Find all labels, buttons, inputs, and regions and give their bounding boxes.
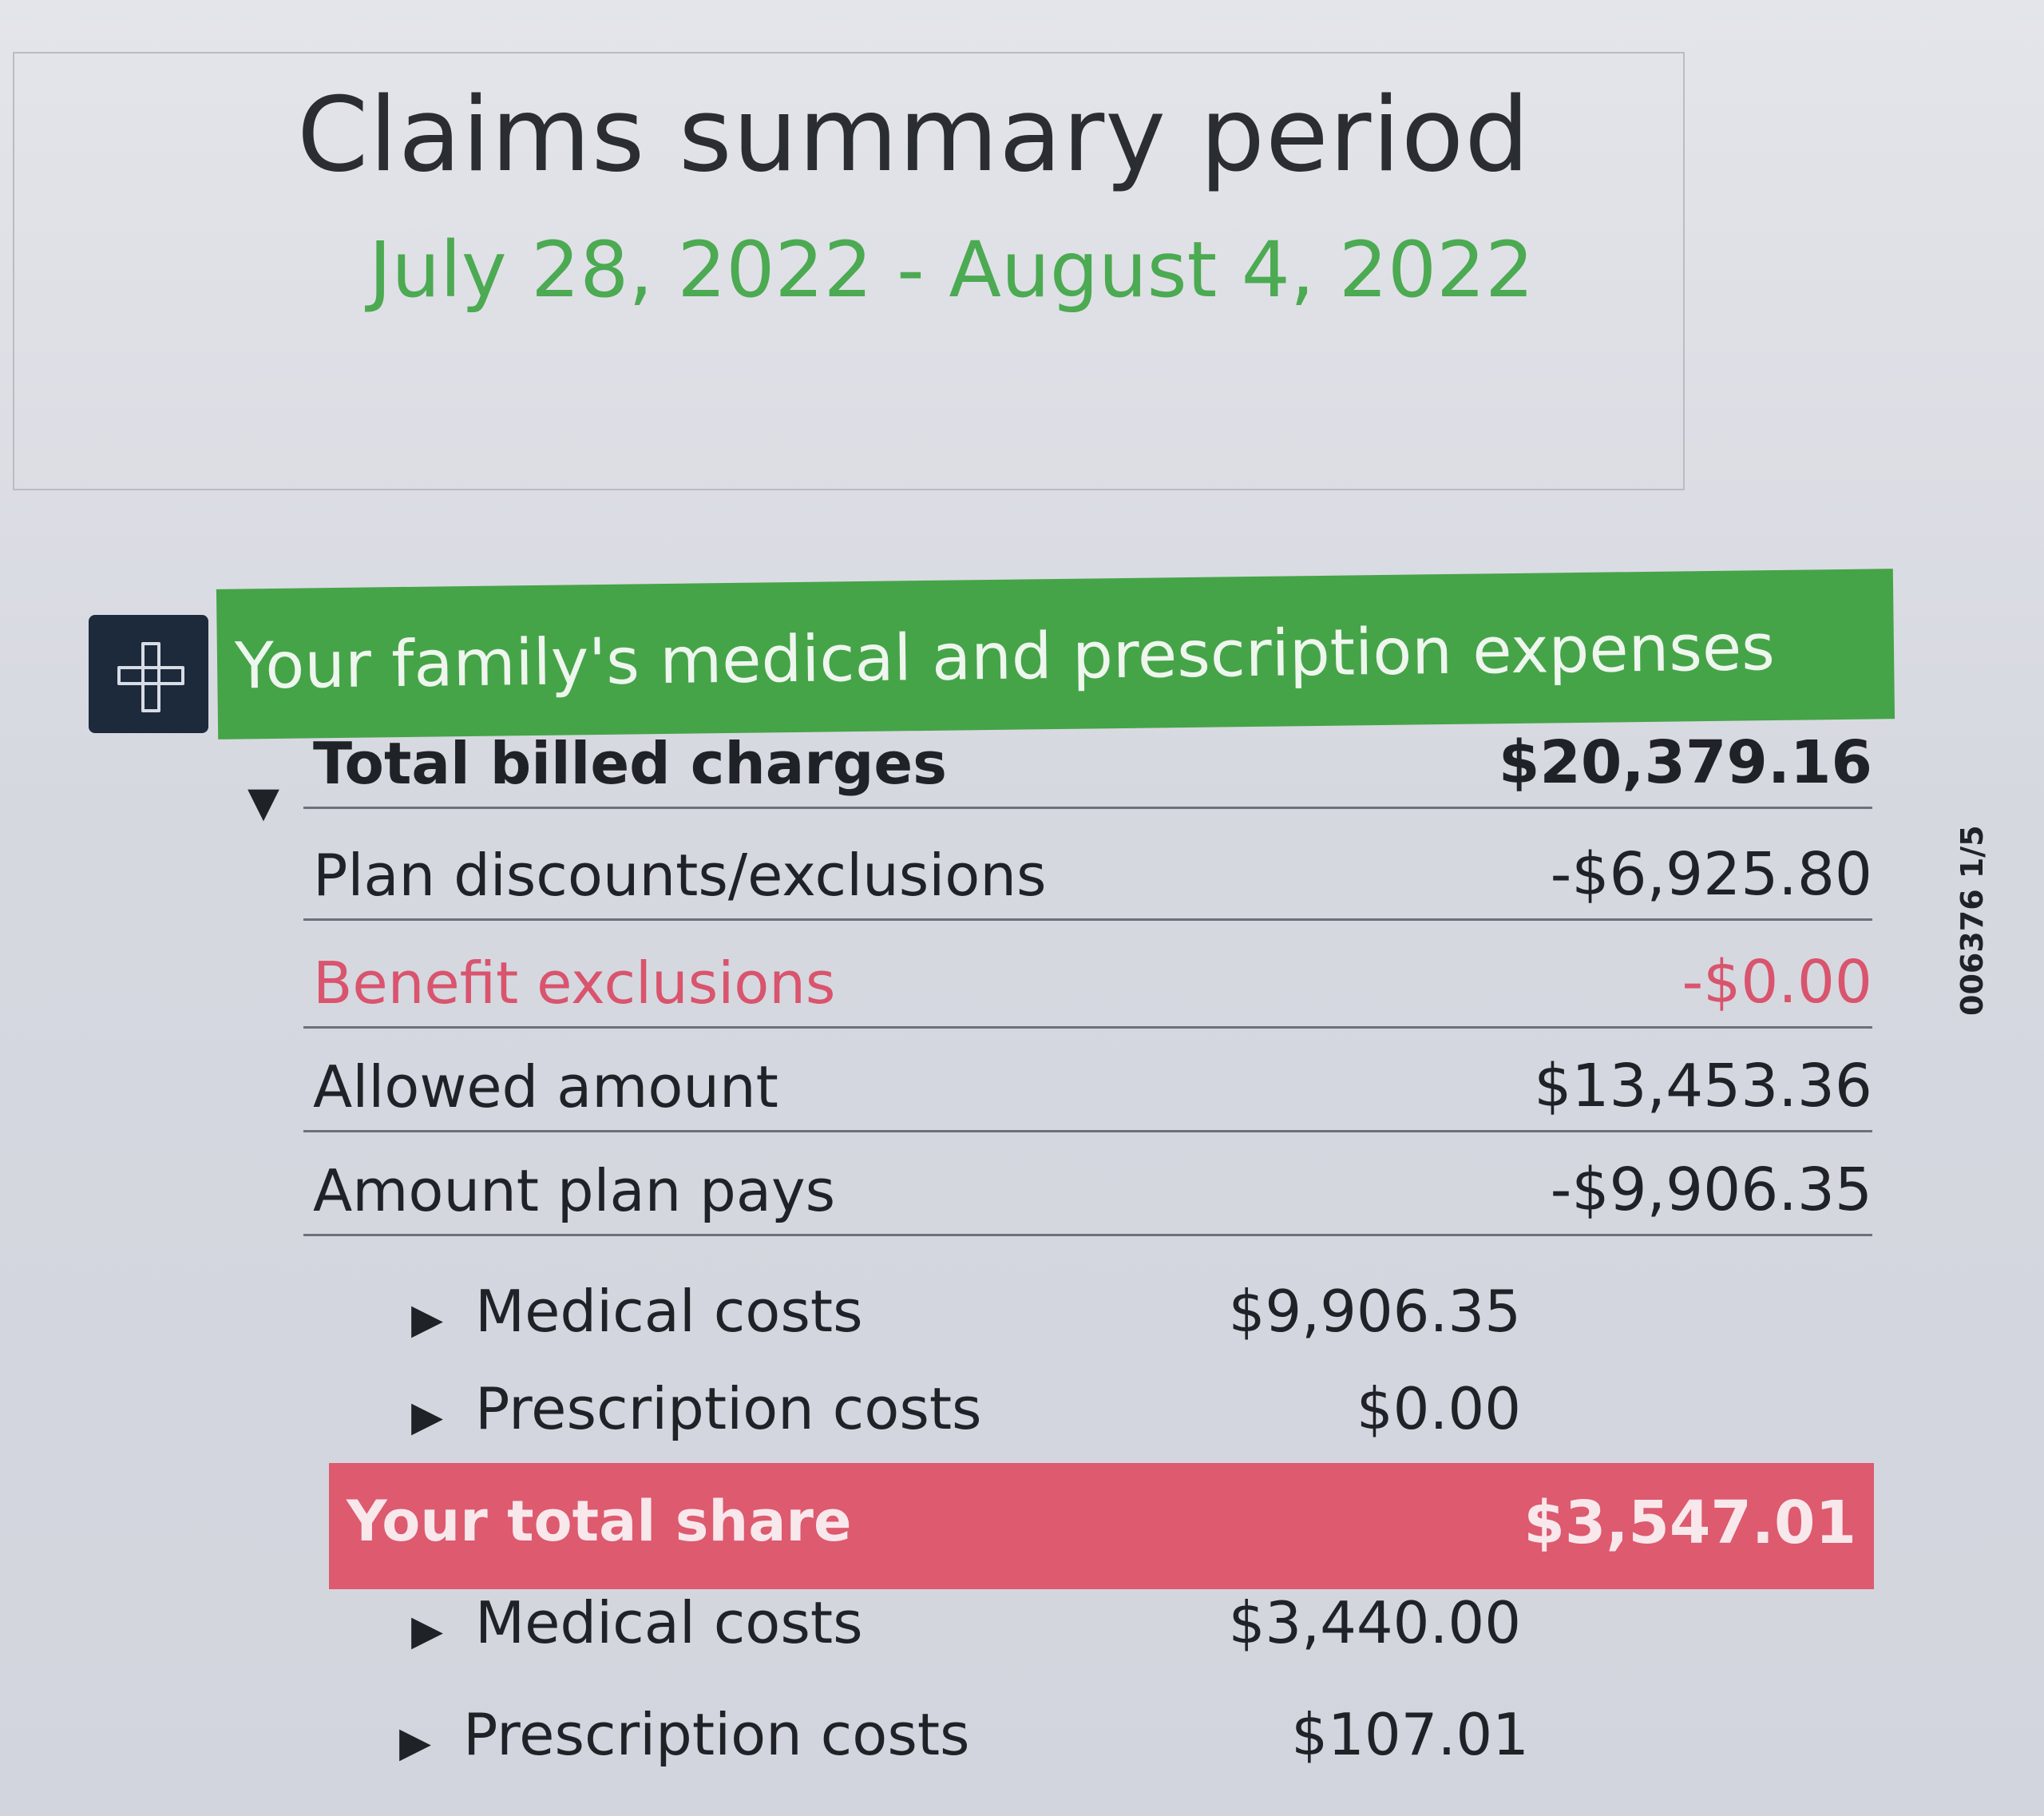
section-title: Your family's medical and prescription e… — [234, 609, 1776, 704]
bullet-arrow-icon: ▶ — [411, 1393, 443, 1441]
row-label: Amount plan pays — [313, 1157, 836, 1224]
plan-pays-prescription: ▶ Prescription costs $0.00 — [411, 1375, 1521, 1455]
total-share-label: Your total share — [347, 1489, 852, 1554]
row-label: Allowed amount — [313, 1053, 778, 1120]
row-label: Benefit exclusions — [313, 950, 836, 1017]
claims-period: July 28, 2022 - August 4, 2022 — [369, 225, 1535, 315]
document-code-text: 006376 1/5 — [1955, 825, 1990, 1016]
sub-amount: $9,906.35 — [1228, 1278, 1521, 1345]
row-amount-plan-pays: Amount plan pays -$9,906.35 — [303, 1146, 1872, 1236]
total-share-bar: Your total share $3,547.01 — [329, 1463, 1874, 1589]
title-frame — [13, 52, 1685, 490]
plan-pays-medical: ▶ Medical costs $9,906.35 — [411, 1278, 1521, 1358]
row-amount: -$9,906.35 — [1550, 1156, 1872, 1224]
section-header: Your family's medical and prescription e… — [216, 569, 1895, 739]
sub-label: Prescription costs — [463, 1701, 970, 1768]
sub-label: Medical costs — [475, 1278, 863, 1345]
row-plan-discounts: Plan discounts/exclusions -$6,925.80 — [303, 831, 1872, 921]
row-total-billed: Total billed charges $20,379.16 — [303, 719, 1872, 809]
row-allowed-amount: Allowed amount $13,453.36 — [303, 1042, 1872, 1132]
row-amount: $20,379.16 — [1498, 728, 1872, 797]
row-label: Plan discounts/exclusions — [313, 842, 1047, 909]
row-label: Total billed charges — [313, 730, 948, 797]
bullet-arrow-icon: ▶ — [411, 1295, 443, 1343]
medical-cross-icon — [89, 615, 208, 733]
bullet-arrow-icon: ▶ — [399, 1719, 431, 1766]
share-medical: ▶ Medical costs $3,440.00 — [411, 1589, 1521, 1669]
total-share-amount: $3,547.01 — [1523, 1489, 1856, 1557]
share-prescription: ▶ Prescription costs $107.01 — [399, 1701, 1529, 1781]
row-amount: -$0.00 — [1682, 948, 1872, 1017]
expand-down-icon: ▼ — [248, 779, 279, 827]
document-code: 006376 1/5 — [1948, 799, 1996, 1022]
sub-amount: $107.01 — [1291, 1701, 1529, 1768]
sub-amount: $0.00 — [1356, 1375, 1521, 1442]
row-amount: $13,453.36 — [1534, 1052, 1872, 1120]
row-benefit-exclusions: Benefit exclusions -$0.00 — [303, 938, 1872, 1029]
sub-label: Prescription costs — [475, 1375, 982, 1442]
bullet-arrow-icon: ▶ — [411, 1607, 443, 1655]
row-amount: -$6,925.80 — [1550, 840, 1872, 909]
sub-amount: $3,440.00 — [1228, 1589, 1521, 1656]
sub-label: Medical costs — [475, 1589, 863, 1656]
page-title: Claims summary period — [297, 76, 1531, 195]
